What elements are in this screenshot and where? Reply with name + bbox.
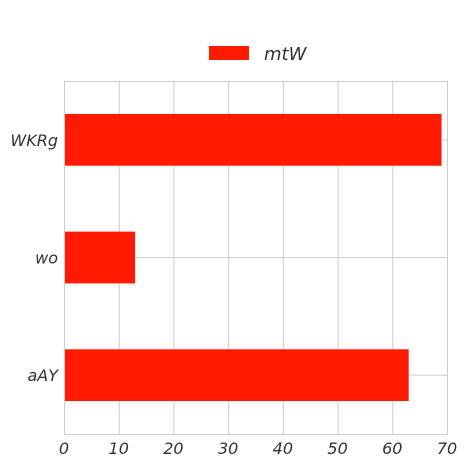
x-tick-label-2: 20 xyxy=(163,439,183,458)
y-axis-ticks: WKRg wo aAY xyxy=(10,131,59,385)
legend-label: mtW xyxy=(264,44,308,65)
bar-WKRg xyxy=(64,113,442,166)
y-tick-label-0: WKRg xyxy=(10,131,58,150)
x-tick-label-0: 0 xyxy=(59,439,69,458)
legend: mtW xyxy=(209,44,308,65)
legend-swatch xyxy=(209,46,249,60)
x-tick-label-1: 10 xyxy=(109,439,129,458)
plot-frame xyxy=(64,81,448,435)
x-tick-label-3: 30 xyxy=(218,439,238,458)
x-tick-label-4: 40 xyxy=(273,439,293,458)
x-tick-label-5: 50 xyxy=(327,439,347,458)
bar-aAY xyxy=(64,349,409,402)
bar-wo xyxy=(64,231,136,284)
x-axis-ticks: 0 10 20 30 40 50 60 70 xyxy=(59,439,457,458)
y-tick-label-2: aAY xyxy=(27,366,59,385)
y-tick-label-1: wo xyxy=(35,249,58,268)
x-tick-label-6: 60 xyxy=(382,439,402,458)
x-tick-label-7: 70 xyxy=(437,439,457,458)
bars xyxy=(64,113,442,402)
